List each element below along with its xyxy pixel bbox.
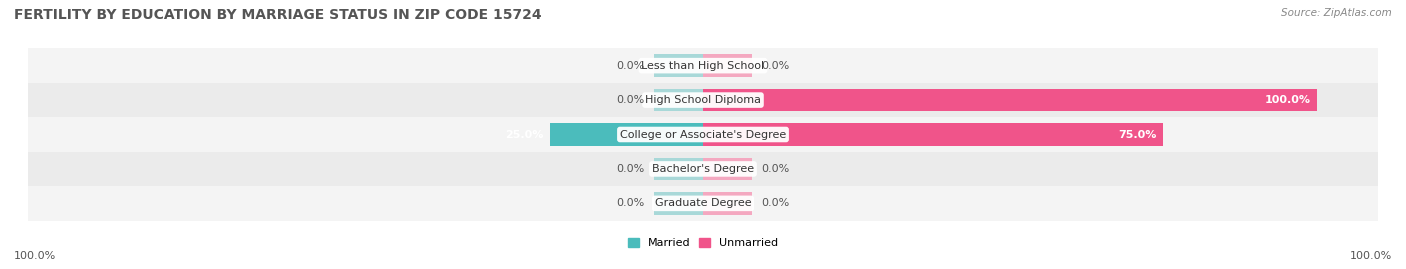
- Text: Graduate Degree: Graduate Degree: [655, 198, 751, 208]
- Text: Less than High School: Less than High School: [641, 61, 765, 71]
- Bar: [703, 54, 752, 77]
- Text: FERTILITY BY EDUCATION BY MARRIAGE STATUS IN ZIP CODE 15724: FERTILITY BY EDUCATION BY MARRIAGE STATU…: [14, 8, 541, 22]
- Bar: [654, 89, 703, 111]
- Text: College or Associate's Degree: College or Associate's Degree: [620, 129, 786, 140]
- Bar: [28, 83, 1378, 117]
- Bar: [28, 117, 1378, 152]
- Legend: Married, Unmarried: Married, Unmarried: [623, 233, 783, 253]
- Text: Source: ZipAtlas.com: Source: ZipAtlas.com: [1281, 8, 1392, 18]
- Bar: [703, 158, 752, 180]
- Text: 0.0%: 0.0%: [616, 198, 645, 208]
- Bar: [654, 54, 703, 77]
- Bar: [28, 186, 1378, 221]
- Text: 75.0%: 75.0%: [1119, 129, 1157, 140]
- Text: 0.0%: 0.0%: [616, 61, 645, 71]
- Text: Bachelor's Degree: Bachelor's Degree: [652, 164, 754, 174]
- Bar: [703, 192, 752, 215]
- Bar: [28, 152, 1378, 186]
- Text: 100.0%: 100.0%: [14, 251, 56, 261]
- Bar: [28, 48, 1378, 83]
- Text: 100.0%: 100.0%: [1350, 251, 1392, 261]
- Text: 25.0%: 25.0%: [505, 129, 544, 140]
- Bar: [703, 123, 1163, 146]
- Text: 0.0%: 0.0%: [761, 198, 790, 208]
- Text: High School Diploma: High School Diploma: [645, 95, 761, 105]
- Text: 100.0%: 100.0%: [1264, 95, 1310, 105]
- Bar: [550, 123, 703, 146]
- Bar: [703, 89, 1316, 111]
- Bar: [654, 158, 703, 180]
- Text: 0.0%: 0.0%: [616, 164, 645, 174]
- Text: 0.0%: 0.0%: [761, 61, 790, 71]
- Bar: [654, 192, 703, 215]
- Text: 0.0%: 0.0%: [761, 164, 790, 174]
- Text: 0.0%: 0.0%: [616, 95, 645, 105]
